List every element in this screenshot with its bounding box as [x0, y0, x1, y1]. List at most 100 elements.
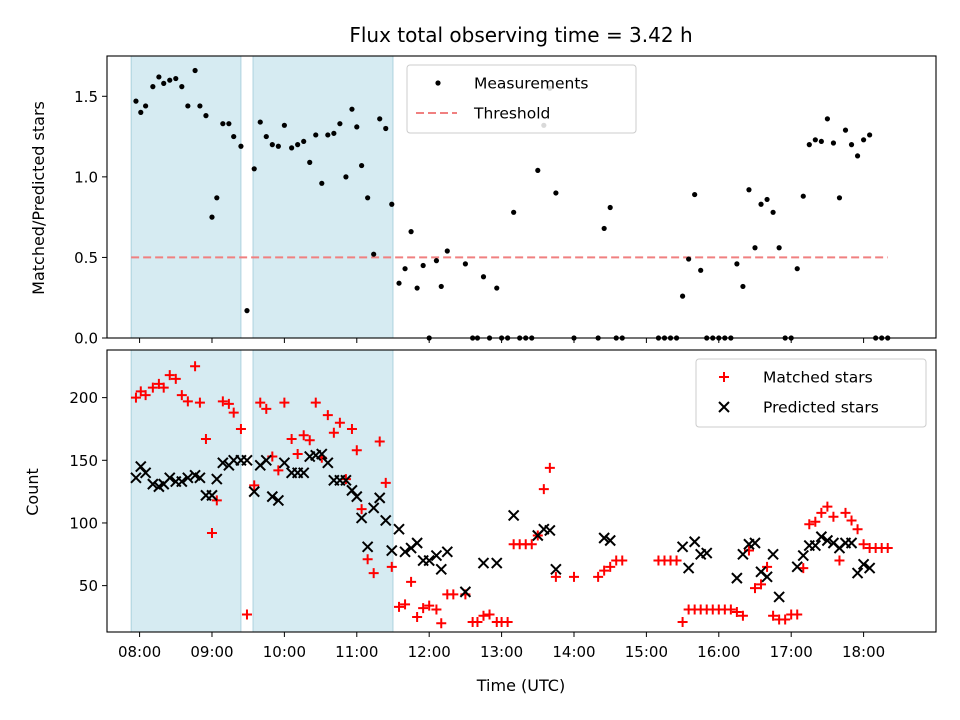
data-point	[431, 604, 442, 615]
y-tick-label: 0.0	[74, 330, 98, 348]
data-point	[797, 549, 809, 562]
data-point	[550, 571, 561, 582]
data-point	[834, 555, 845, 566]
data-point	[209, 214, 215, 220]
ratio-panel: 0.0 0.5 1.0 1.5 Measurements Threshold	[74, 55, 937, 348]
data-point	[601, 225, 607, 232]
series-1	[130, 361, 893, 629]
data-point	[147, 478, 159, 490]
data-point	[857, 558, 870, 571]
data-point	[322, 410, 333, 421]
data-point	[553, 190, 559, 196]
data-point	[192, 67, 198, 74]
shaded-interval	[252, 349, 394, 633]
data-point	[226, 121, 232, 127]
data-point	[688, 536, 701, 548]
data-point	[842, 127, 849, 133]
data-point	[249, 480, 260, 491]
data-point	[740, 283, 746, 290]
data-point	[809, 539, 822, 552]
data-point	[346, 423, 357, 434]
data-point	[263, 133, 269, 140]
x-tick-label: 09:00	[190, 643, 233, 661]
data-point	[260, 454, 272, 467]
data-point	[854, 153, 861, 159]
data-point	[167, 77, 173, 83]
data-point	[414, 285, 420, 291]
x-tick-label: 16:00	[697, 643, 740, 661]
data-point	[266, 490, 279, 503]
data-point	[828, 511, 839, 522]
chart-title: Flux total observing time = 3.42 h	[349, 23, 692, 47]
data-point	[244, 308, 250, 314]
axes-frame	[106, 349, 937, 633]
y-tick-label: 200	[69, 389, 98, 407]
data-point	[248, 485, 260, 498]
data-point	[441, 546, 453, 558]
x-axis-label: Time (UTC)	[476, 676, 565, 695]
legend-box	[406, 64, 637, 134]
data-point	[768, 610, 779, 621]
count-panel: 50 100 150 200 08:00 09:00 10:00 11:00 12:00 13:0…	[69, 349, 937, 661]
data-point	[170, 373, 181, 384]
data-point	[365, 195, 371, 201]
data-point	[206, 527, 217, 538]
legend: Matched stars Predicted stars	[695, 358, 927, 428]
shaded-interval	[130, 55, 242, 339]
data-point	[322, 457, 334, 469]
data-point	[380, 477, 391, 488]
data-point	[776, 245, 782, 251]
data-point	[331, 130, 337, 136]
data-point	[399, 546, 411, 558]
data-point	[737, 610, 748, 621]
data-point	[791, 561, 803, 573]
x-tick-label: 15:00	[625, 643, 668, 661]
data-point	[349, 106, 355, 112]
x-tick-label: 14:00	[552, 643, 595, 661]
data-point	[231, 133, 237, 140]
data-point	[214, 195, 220, 201]
data-point	[758, 201, 764, 207]
data-point	[386, 544, 398, 557]
data-point	[386, 561, 397, 572]
data-point	[836, 195, 843, 201]
data-point	[433, 258, 440, 264]
data-point	[292, 449, 303, 460]
data-point	[480, 274, 487, 280]
data-point	[400, 599, 411, 610]
data-point	[863, 562, 876, 574]
data-point	[220, 121, 226, 127]
data-point	[607, 204, 613, 211]
data-point	[491, 557, 503, 569]
data-point	[438, 283, 444, 290]
data-point	[346, 484, 358, 497]
data-point	[411, 537, 423, 549]
data-point	[278, 457, 291, 469]
data-point	[598, 532, 610, 544]
data-point	[135, 460, 147, 473]
count-y-axis-label: Count	[23, 468, 42, 516]
data-point	[383, 125, 389, 132]
data-point	[604, 534, 616, 547]
data-point	[478, 610, 489, 621]
data-point	[568, 571, 579, 582]
y-tick-label: 1.5	[74, 88, 98, 106]
data-point	[494, 285, 500, 291]
shaded-interval	[130, 349, 242, 633]
data-point	[211, 473, 223, 485]
data-point	[238, 143, 244, 149]
data-point	[241, 609, 252, 620]
data-point	[544, 524, 556, 537]
data-point	[420, 262, 426, 269]
data-point	[507, 509, 520, 522]
data-point	[798, 563, 809, 574]
data-point	[297, 467, 310, 479]
data-point	[261, 403, 272, 414]
data-point	[762, 561, 773, 572]
data-point	[139, 467, 152, 479]
data-point	[310, 397, 321, 408]
x-tick-label: 12:00	[408, 643, 451, 661]
data-point	[140, 390, 151, 401]
data-point	[676, 541, 689, 553]
series-2	[130, 448, 876, 603]
